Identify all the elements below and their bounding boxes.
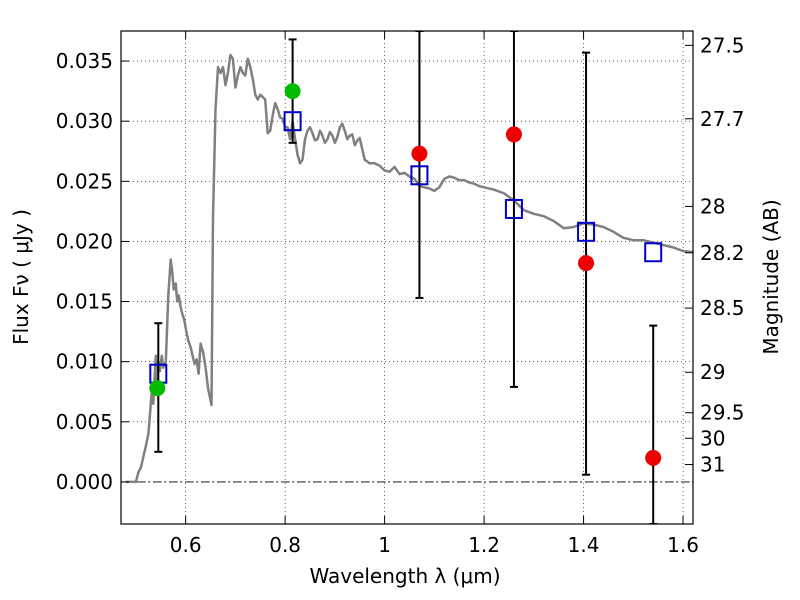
model-photometry-square xyxy=(410,165,429,186)
axes-border xyxy=(120,30,694,525)
model-photometry-square xyxy=(577,221,596,242)
x-tick-label: 1.6 xyxy=(667,533,699,557)
y2-tick-label: 28 xyxy=(700,194,725,218)
x-tick-label: 1.4 xyxy=(568,533,600,557)
y2-axis-title: Magnitude (AB) xyxy=(759,199,783,354)
y2-tick-label: 30 xyxy=(700,426,725,450)
y-tick-label: 0.005 xyxy=(56,410,113,434)
model-photometry-square xyxy=(504,198,523,219)
model-photometry-square xyxy=(644,242,663,263)
axes-frame xyxy=(120,30,694,525)
x-tick-label: 1 xyxy=(378,533,391,557)
observed-point-red xyxy=(578,255,595,272)
y2-tick-label: 28.2 xyxy=(700,241,745,265)
y2-tick-label: 29.5 xyxy=(700,401,745,425)
y2-tick-label: 31 xyxy=(700,453,725,477)
plot-area xyxy=(126,31,693,524)
y-tick-label: 0.030 xyxy=(56,109,113,133)
sed-template-line xyxy=(126,53,693,484)
y2-tick-label: 28.5 xyxy=(700,296,745,320)
x-tick-label: 0.8 xyxy=(269,533,301,557)
grid-lines xyxy=(121,31,693,524)
x-tick-label: 0.6 xyxy=(170,533,202,557)
observed-point-red xyxy=(505,126,522,143)
y2-tick-label: 27.5 xyxy=(700,33,745,57)
x-tick-label: 1.2 xyxy=(468,533,500,557)
y-axis-title: Flux Fν ( μJy ) xyxy=(9,209,33,345)
x-axis-title: Wavelength λ (μm) xyxy=(309,564,500,588)
observed-point-green xyxy=(149,380,166,397)
y-tick-label: 0.000 xyxy=(56,470,113,494)
axis-ticks: 0.6 0.8 1 1.2 1.4 1.6 0.000 0.005 0.010 0.015 0.02… xyxy=(56,31,745,557)
y-tick-label: 0.010 xyxy=(56,350,113,374)
y-tick-label: 0.035 xyxy=(56,49,113,73)
y-tick-label: 0.025 xyxy=(56,169,113,193)
observed-point-red xyxy=(645,449,662,466)
observed-point-green xyxy=(284,83,301,100)
observed-point-red xyxy=(411,145,428,162)
model-photometry-square xyxy=(283,111,302,132)
y2-tick-label: 27.7 xyxy=(700,107,745,131)
y-tick-label: 0.020 xyxy=(56,229,113,253)
y-tick-label: 0.015 xyxy=(56,290,113,314)
y2-tick-label: 29 xyxy=(700,360,725,384)
